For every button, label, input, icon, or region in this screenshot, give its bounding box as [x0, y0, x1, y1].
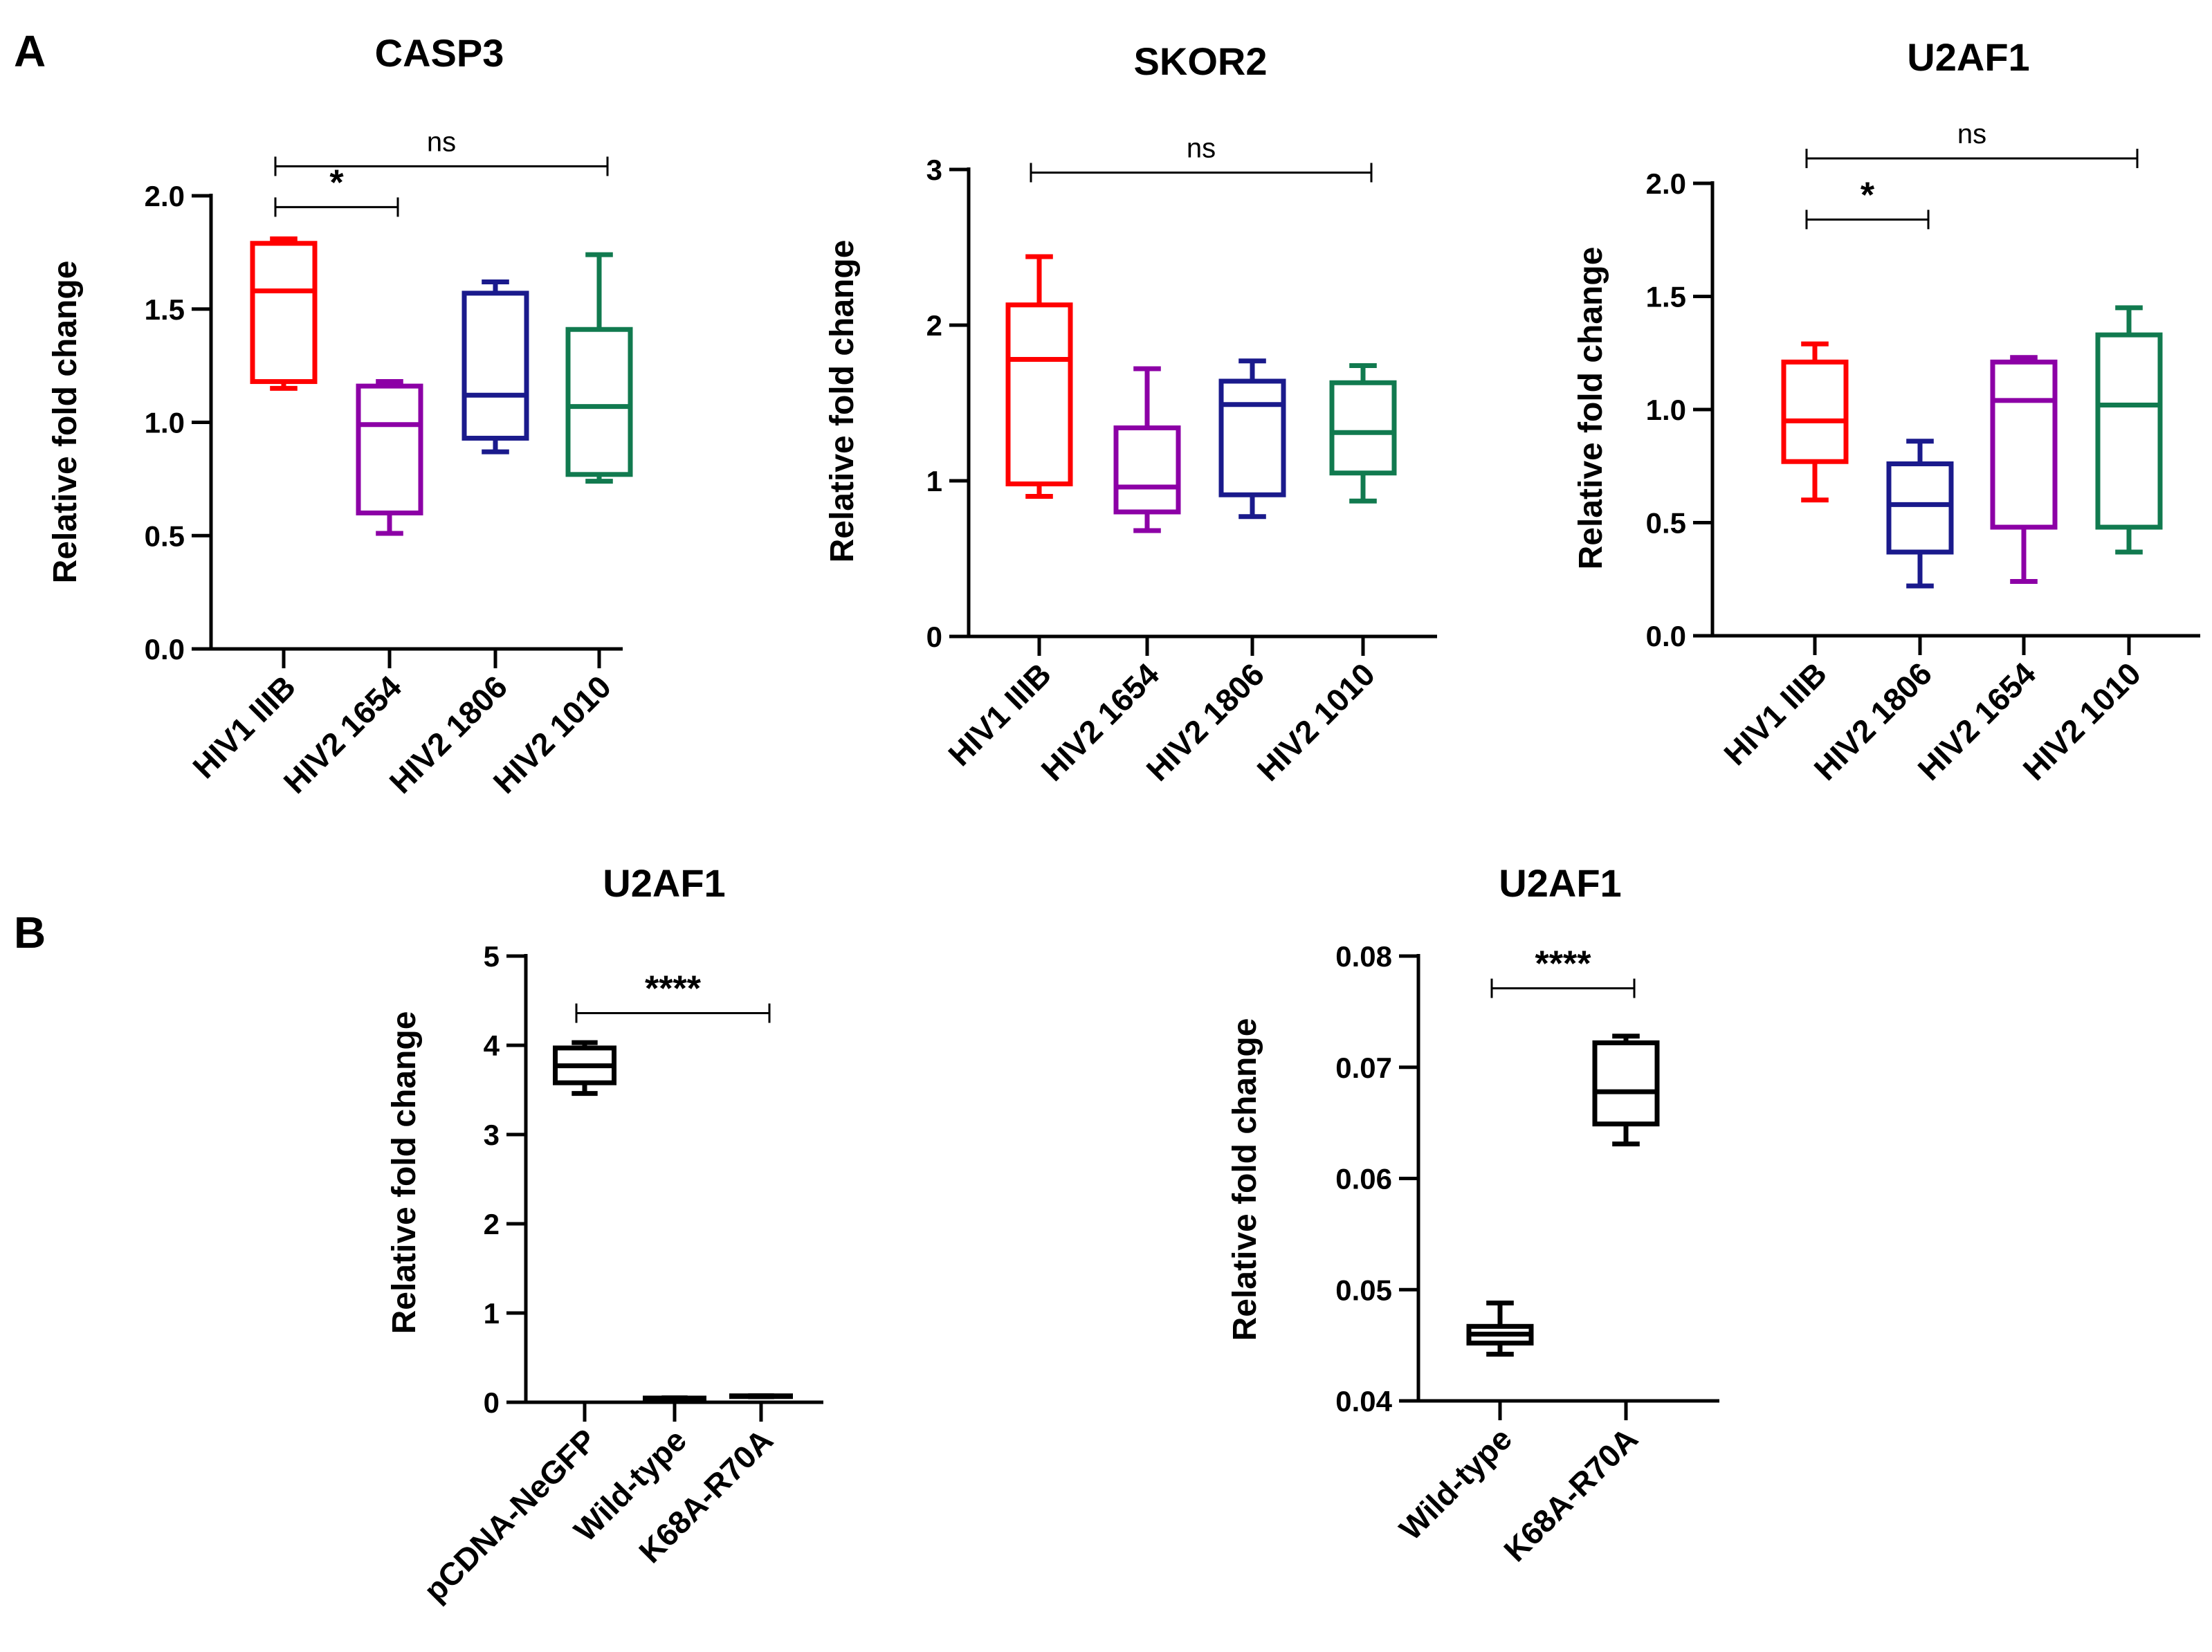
y-tick-label: 3	[926, 154, 942, 186]
y-axis-label: Relative fold change	[47, 261, 84, 584]
box-iqr	[1005, 302, 1073, 486]
box-iqr	[1592, 1040, 1660, 1127]
significance-label: ns	[427, 127, 456, 157]
y-tick-label: 1.5	[1646, 281, 1686, 313]
box-2	[1886, 439, 1954, 589]
x-tick-label: K68A-R70A	[1497, 1420, 1645, 1568]
y-tick-label: 0.04	[1335, 1385, 1392, 1417]
significance-bracket	[1490, 978, 1636, 998]
box-1	[1005, 254, 1073, 499]
chart-title: SKOR2	[1134, 39, 1268, 83]
y-tick-label: 0.5	[145, 520, 185, 552]
chart-3: U2AF1 Relative fold change 0.0 0.5 1.0 1.5 2.0…	[1573, 35, 2200, 787]
box-4	[1329, 363, 1397, 504]
box-iqr	[250, 241, 318, 385]
chart-title: U2AF1	[603, 861, 725, 905]
y-axis-label: Relative fold change	[1227, 1018, 1263, 1341]
y-tick-label: 1.0	[145, 407, 185, 439]
box-3	[461, 279, 529, 455]
box-2	[1113, 366, 1181, 533]
box-3	[1218, 358, 1286, 520]
box-1	[1466, 1301, 1534, 1357]
box-iqr	[1990, 359, 2058, 530]
box-3	[729, 1393, 793, 1399]
y-tick-label: 2.0	[145, 180, 185, 212]
significance-label: ****	[645, 969, 702, 1009]
y-tick-label: 0.06	[1335, 1163, 1392, 1195]
significance-bracket	[274, 197, 399, 217]
y-tick-label: 0.0	[145, 633, 185, 666]
y-tick-label: 2.0	[1646, 167, 1686, 200]
significance-label: *	[329, 163, 344, 203]
box-iqr	[1329, 380, 1397, 476]
box-iqr	[1781, 359, 1849, 464]
y-tick-label: 0.05	[1335, 1274, 1392, 1306]
x-tick-label: Wild-type	[1392, 1420, 1519, 1547]
y-axis-label: Relative fold change	[1573, 247, 1609, 570]
significance-bracket	[274, 156, 609, 176]
charts-group: CASP3 Relative fold change 0.0 0.5 1.0 1.5 2.0…	[47, 31, 2200, 1608]
x-tick-label: HIV2 1010	[1250, 656, 1382, 787]
y-tick-label: 2	[484, 1208, 500, 1240]
y-tick-label: 2	[926, 309, 942, 342]
significance-label: ns	[1957, 119, 1986, 149]
chart-1: CASP3 Relative fold change 0.0 0.5 1.0 1.5 2.0…	[47, 31, 633, 800]
chart-title: U2AF1	[1907, 35, 2029, 79]
y-axis-label: Relative fold change	[824, 240, 861, 563]
y-tick-label: 0.07	[1335, 1052, 1392, 1084]
significance-bracket	[1805, 149, 2139, 169]
chart-5: U2AF1 Relative fold change 0.04 0.05 0.06 0.0…	[1227, 861, 1719, 1568]
box-2	[356, 379, 423, 536]
y-tick-label: 5	[484, 940, 500, 973]
box-iqr	[461, 291, 529, 441]
panel-label-b: B	[14, 908, 46, 957]
y-tick-label: 3	[484, 1119, 500, 1151]
significance-bracket	[575, 1003, 771, 1023]
y-tick-label: 4	[484, 1029, 500, 1062]
y-tick-label: 1	[484, 1297, 500, 1330]
significance-bracket	[1805, 210, 1930, 230]
box-iqr	[1218, 378, 1286, 497]
box-4	[2095, 305, 2163, 555]
y-tick-label: 0	[926, 621, 942, 653]
significance-label: ****	[1535, 944, 1592, 984]
box-2	[643, 1395, 706, 1402]
y-tick-label: 1.5	[145, 293, 185, 326]
box-3	[1990, 355, 2058, 585]
significance-label: ns	[1187, 134, 1216, 164]
chart-title: U2AF1	[1499, 861, 1621, 905]
y-tick-label: 0.5	[1646, 507, 1686, 540]
y-tick-label: 0.08	[1335, 940, 1392, 973]
y-tick-label: 1	[926, 465, 942, 497]
box-iqr	[1113, 425, 1181, 515]
box-iqr	[356, 383, 423, 515]
chart-title: CASP3	[375, 31, 504, 75]
box-4	[565, 252, 633, 484]
y-tick-label: 0	[484, 1386, 500, 1419]
box-1	[1781, 341, 1849, 503]
box-2	[1592, 1034, 1660, 1147]
y-tick-label: 1.0	[1646, 394, 1686, 426]
significance-bracket	[1030, 163, 1373, 183]
y-tick-label: 0.0	[1646, 620, 1686, 652]
box-iqr	[2095, 332, 2163, 530]
significance-label: *	[1861, 175, 1875, 215]
box-iqr	[1886, 461, 1954, 555]
box-1	[553, 1040, 616, 1096]
box-1	[250, 236, 318, 391]
box-iqr	[565, 327, 633, 477]
panel-label-a: A	[14, 26, 46, 76]
y-axis-label: Relative fold change	[386, 1011, 423, 1334]
